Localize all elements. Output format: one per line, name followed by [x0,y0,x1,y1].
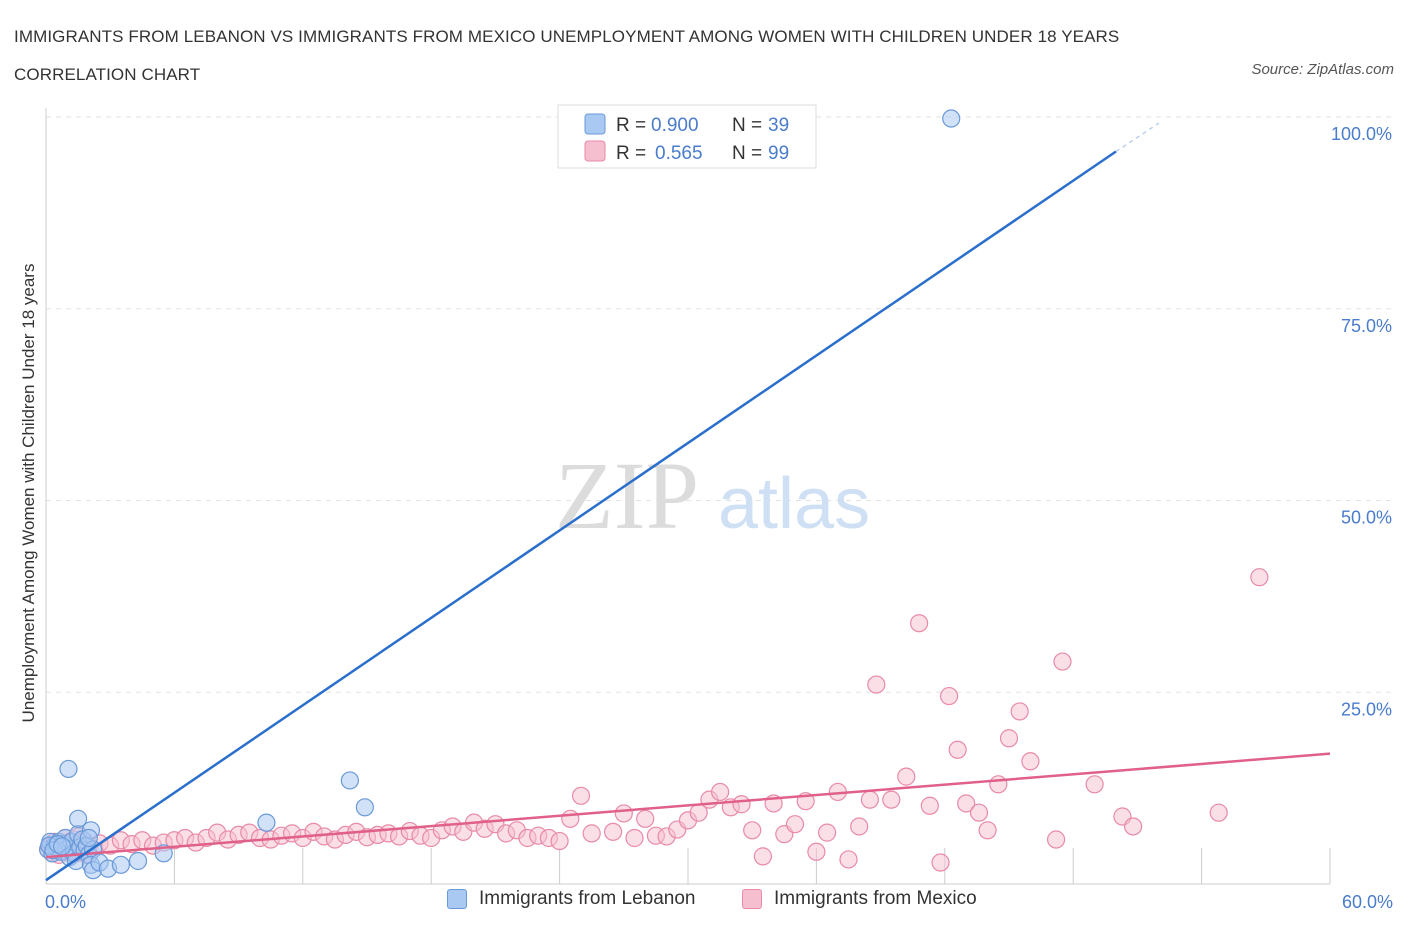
legend-r-value-mexico: 0.565 [655,143,703,164]
mexico-point [931,853,950,872]
mexico-point [710,782,730,802]
legend-swatch-lebanon [584,113,606,135]
mexico-point [882,790,901,809]
lebanon-point [59,759,78,779]
lebanon-point [68,809,88,828]
lebanon-point [942,109,961,128]
mexico-point [582,824,601,843]
bottom-legend-swatch-lebanon [447,889,467,909]
bottom-legend-swatch-mexico [742,889,762,909]
x-tick-labels: 0.0% 60.0% [45,892,1393,912]
watermark: ZIP atlas [555,442,870,549]
mexico-point [939,686,959,706]
mexico-point [897,767,916,786]
mexico-points [39,568,1269,872]
lebanon-point [79,828,98,848]
mexico-point [561,809,580,828]
lebanon-point [257,813,276,832]
lebanon-point [111,855,131,874]
bottom-legend: Immigrants from Lebanon Immigrants from … [0,888,1406,916]
mexico-point [910,614,929,633]
legend-n-value-mexico: 99 [768,143,789,164]
legend-box: R = 0.900 N = 39 R = 0.565 N = 99 [557,104,817,169]
mexico-point [753,847,773,866]
mexico-point [636,809,655,828]
mexico-point [807,842,826,861]
mexico-point [732,795,751,814]
mexico-point [550,831,569,851]
mexico-point [1250,568,1269,587]
mexico-point [948,740,967,759]
y-tick-label: 25.0% [1341,699,1392,719]
bottom-legend-label-mexico: Immigrants from Mexico [774,888,977,909]
mexico-point [625,828,644,848]
mexico-point [867,675,886,694]
lebanon-trend-line [45,150,1117,882]
bottom-legend-mexico: Immigrants from Mexico [742,888,977,910]
legend-n-label-mexico: N = [732,143,762,164]
watermark-atlas: atlas [718,464,870,544]
legend-swatch-mexico [584,140,606,162]
mexico-point [614,804,633,823]
mexico-point [1053,652,1072,671]
gridlines [46,116,1392,693]
mexico-point [817,823,837,842]
mexico-point [1021,752,1040,771]
lebanon-points [39,109,961,880]
mexico-point [603,822,623,841]
lebanon-trend-extension [1115,122,1160,153]
mexico-point [969,803,989,822]
y-axis-label: Unemployment Among Women with Children U… [19,264,38,723]
legend-n-value-lebanon: 39 [768,115,789,136]
y-tick-label: 50.0% [1341,508,1392,528]
mexico-point [743,821,762,840]
x-tick-label: 0.0% [45,892,86,912]
mexico-point [1124,817,1143,836]
x-tick-label: 60.0% [1342,892,1393,912]
bottom-legend-label-lebanon: Immigrants from Lebanon [479,888,696,909]
mexico-point [1010,702,1029,721]
lebanon-point [128,851,148,871]
mexico-point [989,775,1008,794]
y-tick-label: 75.0% [1341,316,1392,336]
mexico-point [999,729,1019,748]
mexico-point [850,817,869,836]
mexico-point [1046,830,1066,849]
legend-r-label-lebanon: R = [616,115,646,136]
source-label: Source: ZipAtlas.com [1251,61,1394,78]
mexico-point [1209,803,1228,822]
trend-lines [45,122,1331,882]
mexico-point [839,850,858,869]
lebanon-point [52,837,72,856]
mexico-point [978,821,997,840]
mexico-point [1085,775,1104,794]
mexico-trend-line [45,752,1331,859]
y-tick-label: 100.0% [1331,124,1392,144]
legend-r-value-lebanon: 0.900 [651,115,699,136]
lebanon-point [340,771,359,790]
chart-title: IMMIGRANTS FROM LEBANON VS IMMIGRANTS FR… [14,27,1120,84]
watermark-zip: ZIP [555,442,699,549]
y-tick-labels: 25.0% 50.0% 75.0% 100.0% [1331,124,1392,719]
mexico-point [920,796,939,815]
mexico-point [860,790,880,809]
mexico-point [957,794,976,813]
legend-n-label-lebanon: N = [732,115,762,136]
mexico-point [571,786,591,805]
legend-r-label-mexico: R = [616,143,646,164]
bottom-legend-lebanon: Immigrants from Lebanon [447,888,696,910]
lebanon-point [355,798,374,817]
mexico-point [785,815,805,834]
